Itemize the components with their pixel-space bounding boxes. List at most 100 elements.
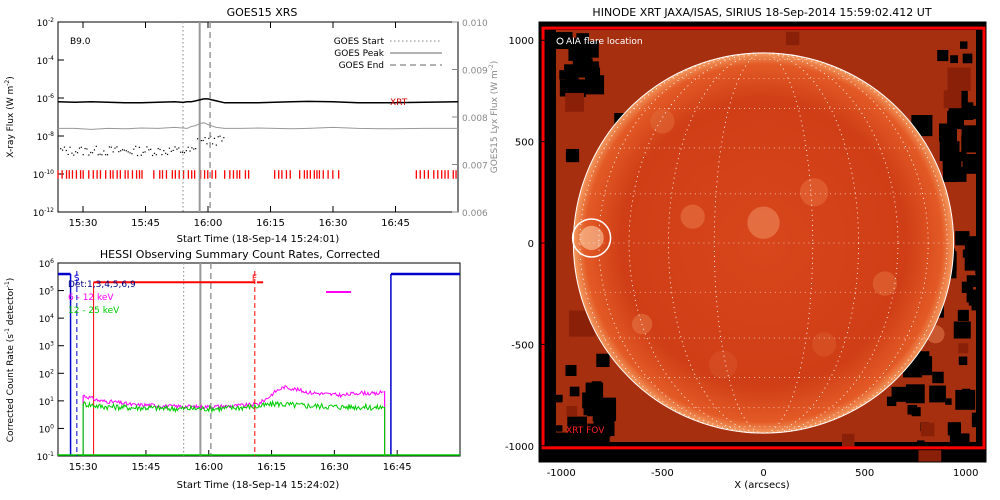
lyx-point <box>84 147 86 150</box>
lyx-point <box>116 146 118 148</box>
lyx-point <box>163 150 165 152</box>
hessi-y-tick-label: 10-1 <box>37 451 55 463</box>
lyx-point <box>88 154 90 156</box>
lyx-point <box>110 146 112 148</box>
dark-patch <box>584 75 605 95</box>
lyx-point <box>153 152 156 154</box>
goes-x-tick-label: 16:45 <box>381 218 410 229</box>
dark-patch <box>574 60 592 78</box>
dark-patch <box>569 386 580 397</box>
dark-patch <box>960 41 968 49</box>
legend-goes-start-label: GOES Start <box>334 37 385 47</box>
hessi-x-tick-label: 16:15 <box>257 462 286 473</box>
aia-legend-label: AIA flare location <box>566 37 643 47</box>
dark-patch <box>943 90 962 109</box>
goes-series <box>57 98 459 130</box>
dark-patch <box>957 309 969 321</box>
dark-patch <box>975 266 983 275</box>
lyx-point <box>125 150 127 152</box>
lyx-point <box>204 136 206 139</box>
lyx-point <box>91 152 94 154</box>
active-region <box>579 225 604 251</box>
lyx-point <box>172 149 174 152</box>
lyx-point <box>166 153 169 156</box>
lyx-point <box>144 151 146 153</box>
dark-patch <box>962 158 978 174</box>
lyx-point <box>195 148 197 150</box>
hessi-panel: HESSI Observing Summary Count Rates, Cor… <box>4 248 461 491</box>
hessi-series <box>58 384 460 456</box>
hessi-plot-frame <box>57 262 461 457</box>
xrt-y-tick-label: 500 <box>515 138 534 149</box>
lyx-point <box>185 150 187 152</box>
hessi-series-6-12-kev <box>82 384 384 411</box>
xrt-x-tick-label: 1000 <box>953 468 978 479</box>
lyx-point <box>99 153 101 155</box>
goes-plot-frame <box>57 21 459 213</box>
dark-patch <box>947 422 962 436</box>
goes-y2-ticks: 0.010 0.009 0.008 0.007 0.006 <box>452 19 488 219</box>
lyx-point <box>191 147 193 149</box>
goes-series-long <box>57 98 459 104</box>
lyx-point <box>95 145 97 147</box>
goes-series-short <box>58 122 458 130</box>
dark-patch <box>555 394 563 403</box>
hessi-x-tick-label: 15:30 <box>69 462 98 473</box>
dark-patch <box>596 353 610 368</box>
lyx-point <box>60 148 62 150</box>
lyx-point <box>187 146 189 148</box>
lyx-point <box>202 139 204 142</box>
dark-patch <box>568 43 586 61</box>
xrt-x-ticks: -1000 -500 0 500 1000 <box>547 454 979 479</box>
goes-class-annotation: B9.0 <box>70 37 91 47</box>
dark-patch <box>576 33 590 46</box>
goes-x-axis-label: Start Time (18-Sep-14 15:24:01) <box>177 234 340 245</box>
lyx-point <box>82 154 84 156</box>
dark-patch <box>943 167 958 183</box>
lyx-point <box>93 149 96 151</box>
hessi-marker-label-S: S <box>74 274 80 284</box>
lyx-point <box>206 143 208 145</box>
lyx-point <box>103 150 105 152</box>
lyx-point <box>170 150 172 152</box>
goes-y-tick-label: 10-6 <box>37 93 55 105</box>
lyx-point <box>90 151 92 154</box>
dark-patch <box>585 441 601 458</box>
legend-goes-peak-label: GOES Peak <box>334 49 384 59</box>
dark-patch <box>945 398 952 405</box>
goes-y2-tick-label: 0.008 <box>462 114 488 124</box>
hessi-vertical-lines <box>93 263 212 456</box>
lyx-point <box>180 151 182 153</box>
dark-patch <box>592 397 617 422</box>
xrt-plot-frame <box>538 21 987 463</box>
dark-patch <box>579 426 594 441</box>
xrt-fov-box <box>541 26 986 450</box>
lyx-point <box>71 152 73 154</box>
dark-patch <box>932 371 944 384</box>
goes-x-tick-label: 16:30 <box>319 218 348 229</box>
active-region <box>747 206 780 239</box>
dark-patch <box>905 384 925 404</box>
goes-panel: GOES15 XRS 10-2 10-4 10-6 10-8 10-10 10-12 0.… <box>4 6 500 245</box>
lyx-point <box>146 146 148 148</box>
hessi-y-tick-label: 104 <box>39 313 54 325</box>
goes-xrt-coverage <box>57 170 457 179</box>
lyx-point <box>121 149 124 151</box>
xrt-image-content <box>541 26 986 462</box>
dark-patch <box>971 249 983 262</box>
lyx-point <box>106 154 109 156</box>
active-region <box>650 109 675 134</box>
goes-y-tick-label: 10-4 <box>37 55 55 67</box>
active-region <box>680 204 705 229</box>
lyx-point <box>161 153 163 156</box>
lyx-point <box>129 152 131 154</box>
dark-patch <box>555 32 573 49</box>
grid-longitude-line <box>713 52 814 434</box>
lyx-point <box>86 148 88 150</box>
xrt-x-axis-label: X (arcsecs) <box>734 480 790 491</box>
dark-patch <box>953 321 971 339</box>
xrt-x-tick-label: -500 <box>651 468 674 479</box>
lyx-point <box>168 147 171 149</box>
